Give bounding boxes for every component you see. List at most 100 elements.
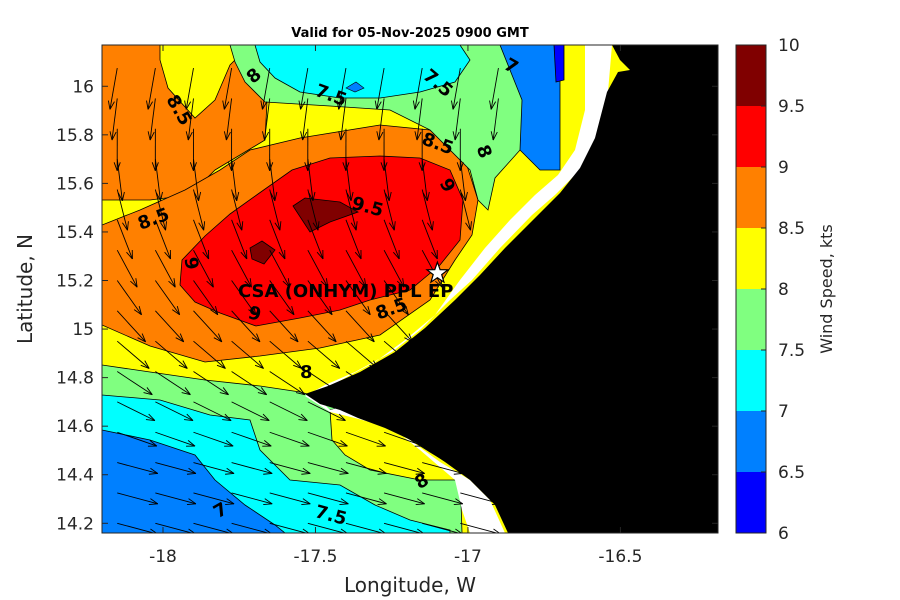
wind-vector [231,401,270,421]
wind-vector [117,492,158,505]
wind-vector-head [240,251,248,260]
wind-vector-head [302,498,311,505]
wind-vector-head [175,337,184,343]
wind-vector-head [334,392,344,396]
wind-vector-head [422,192,428,202]
wind-vector-head [367,305,371,315]
wind-vector [155,310,185,343]
wind-vector-head [145,419,155,421]
wind-vector-head [454,131,460,141]
x-tick-label: -17 [454,547,482,567]
wind-vector [307,189,319,231]
wind-vector-head [407,364,417,369]
wind-vector-head [307,162,312,171]
wind-vector [231,189,243,231]
wind-vector [383,492,425,505]
wind-vector-head [296,360,303,369]
wind-vector-head [456,162,461,171]
contour-label: 8 [300,362,313,383]
wind-vector-head [431,221,434,231]
contour-label: 9 [179,255,202,271]
wind-vector [421,159,428,201]
wind-vector-head [416,131,422,141]
wind-vector [422,522,461,533]
wind-vector [264,98,271,141]
wind-vector [193,401,232,421]
wind-vector [307,159,314,201]
wind-vector-head [198,222,205,231]
wind-vector-head [455,528,462,533]
wind-vector-head [364,278,367,288]
station-star-icon [425,260,450,284]
wind-vector-head [165,221,167,231]
wind-vector [109,67,118,110]
wind-vector-head [492,534,501,535]
wind-vector [193,159,200,201]
wind-vector [490,67,499,110]
wind-vector-head [109,101,115,110]
wind-vector-head [149,440,158,447]
wind-vector-head [231,162,236,171]
wind-vector-head [393,221,396,231]
wind-vector-head [340,498,349,505]
wind-vector [492,98,499,141]
wind-vector-head [489,100,492,110]
plot-frame [101,44,719,534]
wind-vector-head [193,162,197,171]
y-tick-label: 14.2 [56,514,94,534]
wind-vector-head [375,387,382,395]
wind-vector [269,401,308,421]
wind-vector-head [412,419,422,421]
wind-vector-head [384,192,390,202]
wind-vector [269,159,276,201]
wind-vector-head [264,528,272,533]
wind-vector-head [426,222,433,231]
colorbar-tick-label: 7 [778,402,789,422]
wind-vector-head [324,309,333,316]
wind-vector-head [149,534,158,535]
wind-vector-head [300,101,306,110]
x-axis-title: Longitude, W [344,573,476,597]
wind-vector-head [148,473,158,475]
wind-vector [383,189,395,231]
wind-vector-head [336,100,340,110]
wind-vector-head [491,503,501,506]
wind-vector [459,159,466,201]
wind-vector-head [291,305,295,315]
wind-vector-head [455,498,464,505]
colorbar-segment [736,167,766,228]
wind-vector [383,340,417,369]
colorbar-tick-label: 6 [778,524,789,544]
wind-vector [117,401,156,421]
wind-vector-head [262,101,268,110]
wind-vector [269,462,311,474]
wind-vector [154,219,171,260]
band-8-8.5-north [102,45,271,201]
wind-vector-head [416,440,425,447]
wind-vector [155,401,194,421]
wind-vector-head [493,498,502,505]
wind-vector-head [338,413,346,421]
wind-vector-head [301,473,311,475]
wind-vector-head [325,278,329,288]
wind-vector [116,219,133,260]
colorbar-segment [736,472,766,533]
wind-vector [116,310,146,343]
wind-vector [261,67,271,110]
wind-vector [193,280,219,316]
wind-vector-head [378,131,384,141]
wind-vector-head [453,503,463,506]
wind-vector-head [270,192,276,202]
wind-vector-head [426,191,430,201]
wind-vector [225,98,233,141]
wind-vector-head [263,503,273,506]
x-tick-label: -17.5 [293,547,337,567]
wind-vector [307,431,348,447]
wind-vector-head [376,131,380,141]
colorbar-title: Wind Speed, kts [817,224,836,354]
wind-vector-head [226,467,235,474]
wind-vector-head [418,162,423,171]
wind-vector-head [214,305,219,315]
wind-vector-head [148,413,156,421]
